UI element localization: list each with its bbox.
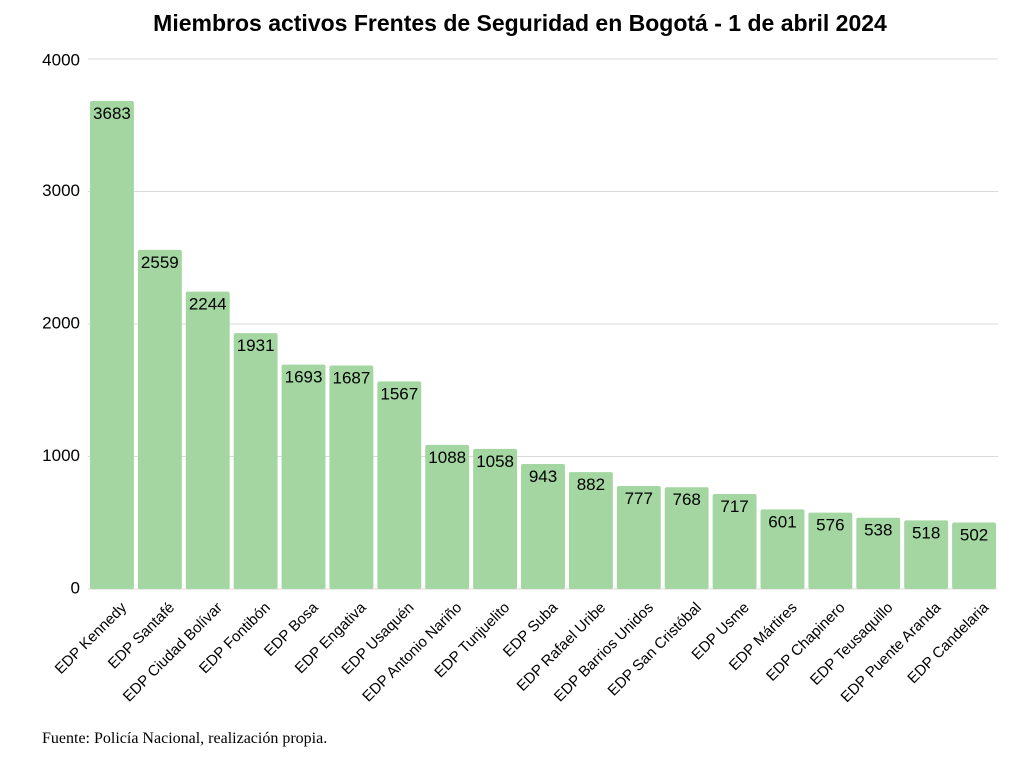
bar: [473, 448, 518, 589]
y-tick-label: 1000: [42, 446, 80, 465]
bar: [808, 512, 853, 589]
source-note: Fuente: Policía Nacional, realización pr…: [42, 730, 328, 747]
category-label: EDP Candelaria: [904, 599, 992, 687]
y-tick-label: 3000: [42, 181, 80, 200]
y-axis-ticks: 0 1000 2000 3000 4000: [42, 50, 80, 597]
bar: [760, 509, 805, 589]
category-label: EDP Teusaquillo: [807, 599, 896, 688]
bar-value-label: 2244: [189, 295, 227, 314]
chart-title: Miembros activos Frentes de Seguridad en…: [153, 10, 887, 36]
bar: [329, 365, 374, 589]
bar-value-label: 1088: [428, 448, 466, 467]
bar: [616, 486, 661, 589]
bar: [90, 101, 134, 589]
bar-value-label: 1931: [237, 336, 275, 355]
bar-value-label: 768: [672, 490, 700, 509]
bar-value-label: 601: [768, 512, 796, 531]
bar-value-label: 777: [625, 489, 653, 508]
y-tick-label: 0: [71, 578, 80, 597]
bar-value-label: 518: [912, 523, 940, 542]
bar-value-label: 1058: [476, 452, 514, 471]
bar: [712, 493, 757, 589]
bar: [233, 333, 278, 589]
bars: [90, 101, 996, 589]
bar-value-label: 943: [529, 467, 557, 486]
bar-value-label: 576: [816, 516, 844, 535]
bar: [952, 522, 996, 589]
bar: [664, 487, 709, 589]
bar-value-label: 1693: [285, 368, 323, 387]
bar: [281, 364, 326, 589]
bar: [904, 520, 949, 589]
bar: [568, 472, 613, 589]
category-label: EDP Rafael Uribe: [514, 599, 610, 695]
bar-value-label: 1567: [380, 384, 418, 403]
bar: [377, 381, 422, 589]
data-labels: 3683 2559 2244 1931 1693 1687 1567 1088 1058 943 8…: [93, 104, 988, 544]
bar: [425, 444, 470, 589]
bar: [185, 291, 230, 589]
bar-value-label: 3683: [93, 104, 131, 123]
bar: [521, 464, 565, 589]
bar-value-label: 717: [720, 497, 748, 516]
bar: [137, 249, 182, 589]
bar-value-label: 1687: [333, 368, 371, 387]
bar-value-label: 882: [577, 475, 605, 494]
bar-value-label: 2559: [141, 253, 179, 272]
y-tick-label: 2000: [42, 313, 80, 332]
bar-value-label: 502: [960, 525, 988, 544]
bar-value-label: 538: [864, 521, 892, 540]
bar: [856, 517, 901, 589]
y-tick-label: 4000: [42, 50, 80, 69]
